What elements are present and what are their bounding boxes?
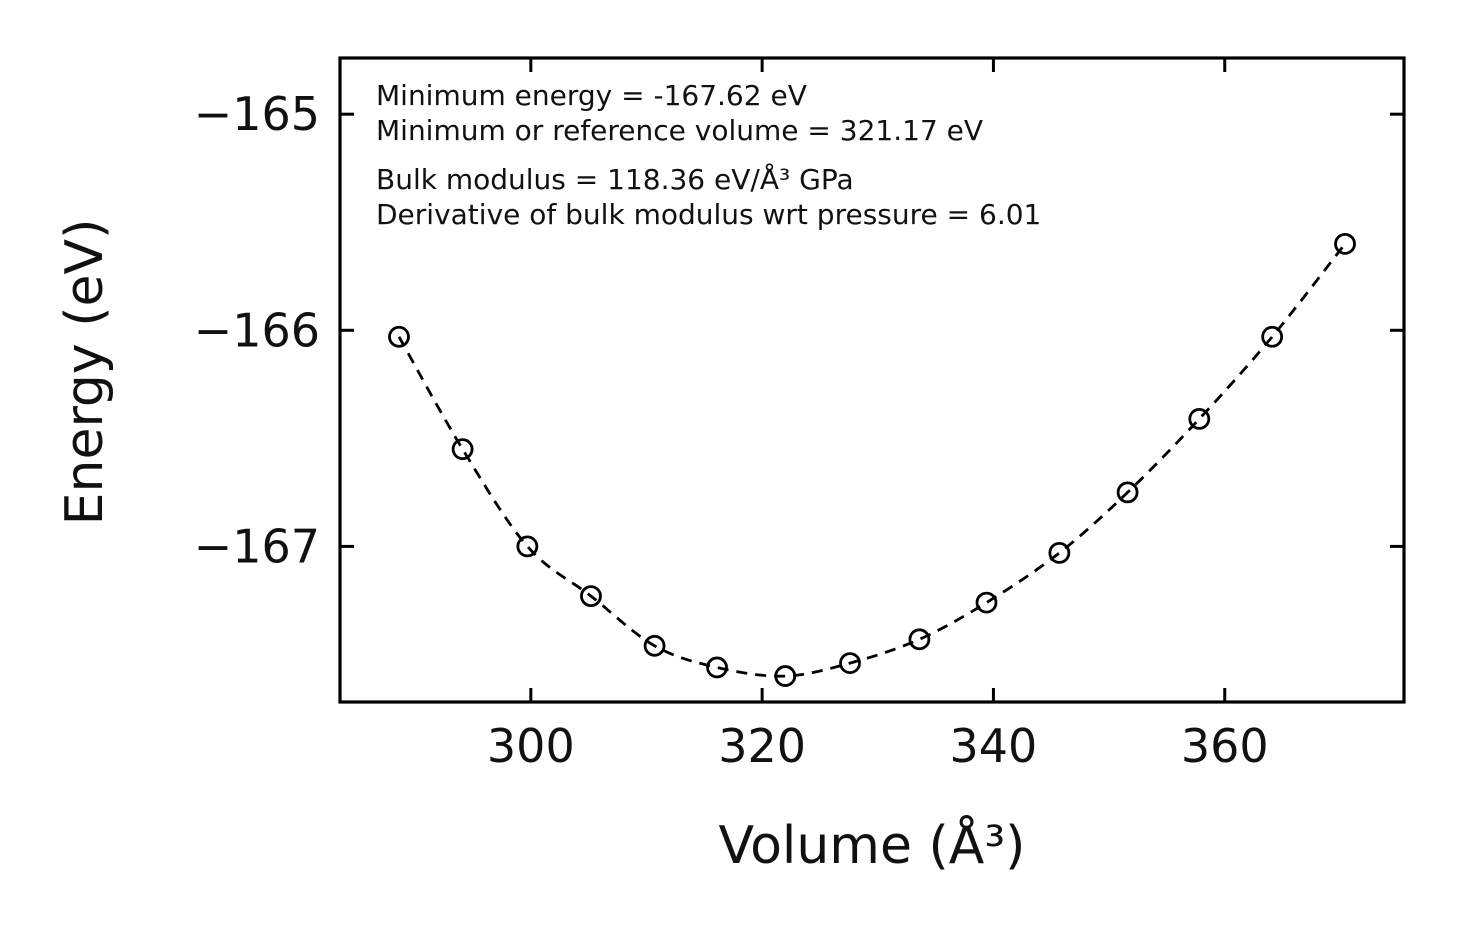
fit-curve: [397, 243, 1347, 678]
data-point-marker: [975, 591, 998, 614]
y-tick-label: −166: [194, 303, 320, 357]
x-tick-label: 320: [718, 719, 806, 773]
annotation-bulk-modulus: Bulk modulus = 118.36 eV/Å³ GPa: [376, 163, 854, 196]
data-point-marker: [706, 656, 728, 679]
data-point-marker: [1188, 407, 1211, 430]
annotation-bulk-modulus-derivative: Derivative of bulk modulus wrt pressure …: [376, 198, 1042, 231]
y-tick-label: −167: [194, 519, 320, 573]
data-point-marker: [516, 535, 539, 558]
data-point-marker: [580, 585, 602, 608]
data-point-marker: [1116, 481, 1139, 504]
x-tick-label: 360: [1181, 719, 1269, 773]
x-axis-label: Volume (Å³): [718, 816, 1026, 876]
x-tick-label: 300: [487, 719, 575, 773]
data-point-marker: [388, 325, 410, 348]
data-point-marker: [1261, 325, 1284, 348]
annotation-minimum-volume: Minimum or reference volume = 321.17 eV: [376, 114, 984, 147]
data-point-marker: [1048, 541, 1071, 564]
data-point-marker: [451, 438, 474, 461]
data-point-marker: [839, 652, 861, 675]
annotation-minimum-energy: Minimum energy = -167.62 eV: [376, 79, 807, 112]
data-point-marker: [1334, 232, 1356, 255]
data-point-marker: [908, 628, 931, 651]
data-point-marker: [774, 665, 797, 687]
plot-border: [338, 56, 1406, 704]
y-axis-label: Energy (eV): [55, 218, 115, 526]
data-point-marker: [643, 634, 666, 657]
y-tick-label: −165: [194, 87, 320, 141]
fit-results-annotation: Minimum energy = -167.62 eV Minimum or r…: [376, 78, 1041, 232]
x-tick-label: 340: [950, 719, 1038, 773]
